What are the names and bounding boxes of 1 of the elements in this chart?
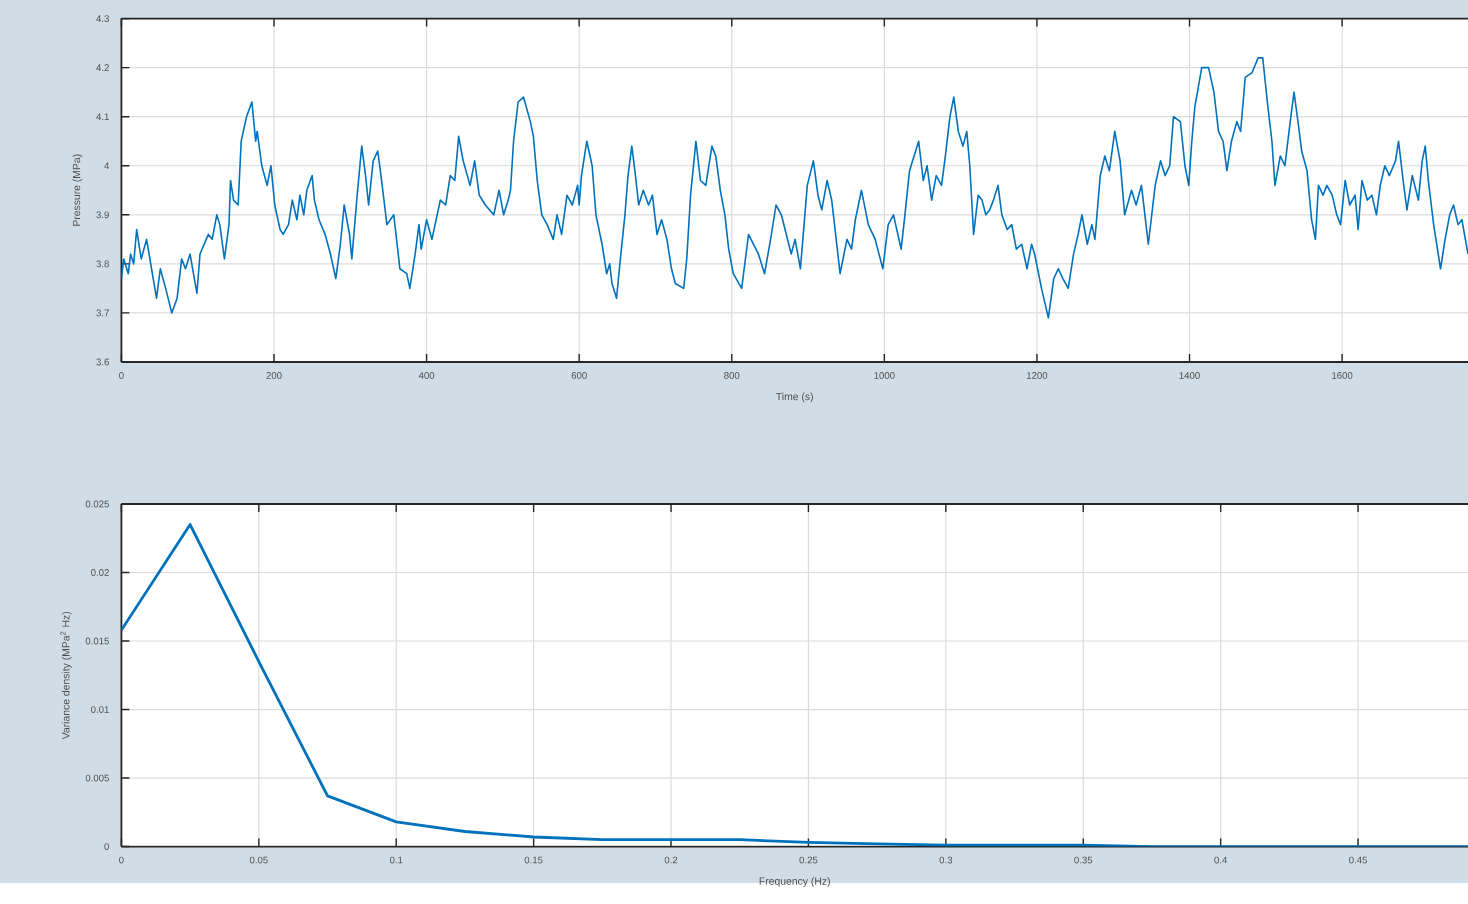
line-series: [121, 57, 1468, 319]
